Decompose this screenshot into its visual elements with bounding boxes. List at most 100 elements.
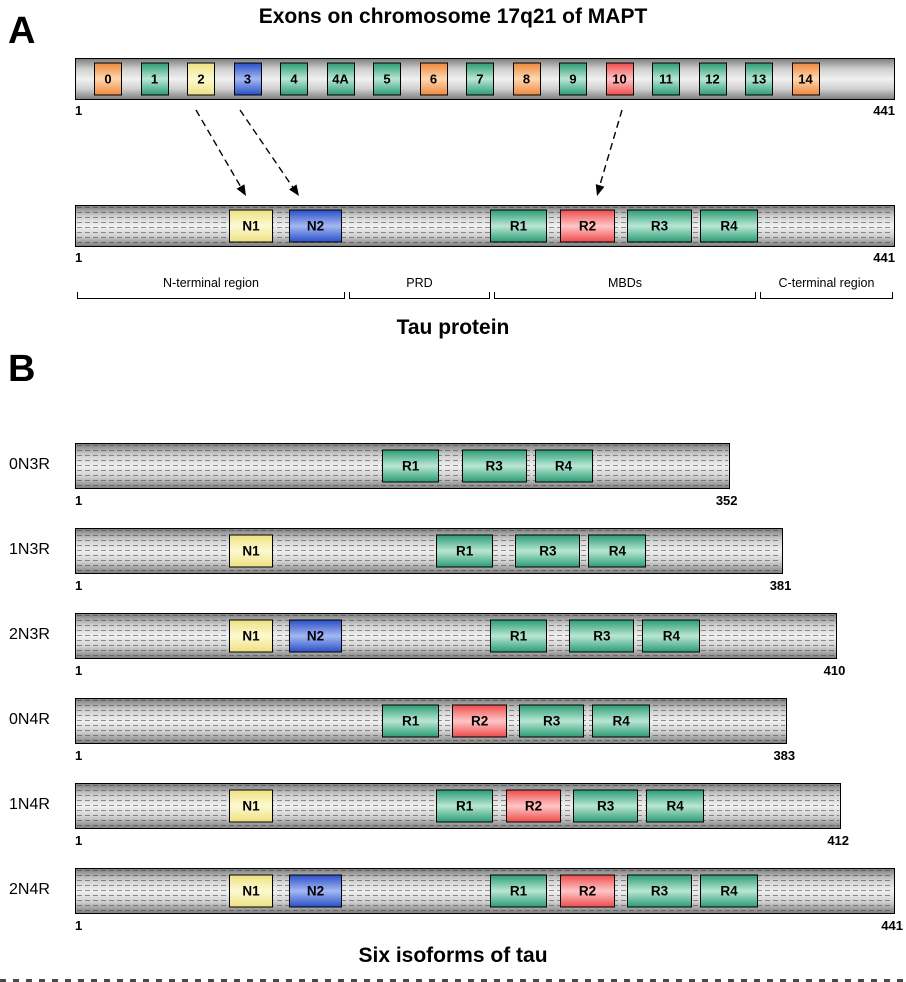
region-prd: PRD <box>348 276 490 299</box>
arrow-exon3-to-n2 <box>239 109 299 196</box>
exon-scale-end: 441 <box>873 103 895 118</box>
region-mbds: MBDs <box>493 276 756 299</box>
isoform-scale-start: 1 <box>75 663 83 678</box>
protein-scale-end: 441 <box>873 250 895 265</box>
isoform-2n3r: 2N3R N1 N2 R1 R3 R4 1 410 <box>0 613 906 687</box>
exon-1: 1 <box>140 62 169 96</box>
arrow-exon2-to-n1 <box>195 109 246 196</box>
domain-r1: R1 <box>490 619 547 653</box>
exon-9: 9 <box>559 62 587 96</box>
region-n-terminal-region: N-terminal region <box>77 276 345 299</box>
panel-b-label: B <box>8 348 36 390</box>
domain-n1: N1 <box>229 874 273 908</box>
isoform-1n4r: 1N4R N1 R1 R2 R3 R4 1 412 <box>0 783 906 857</box>
tau-protein-bar: N1 N2 R1 R2 R3 R4 <box>75 205 895 247</box>
exon-14: 14 <box>791 62 820 96</box>
domain-r4: R4 <box>588 534 647 568</box>
isoform-scale-start: 1 <box>75 833 83 848</box>
isoform-2n4r: 2N4R N1 N2 R1 R2 R3 R4 1 441 <box>0 868 906 942</box>
domain-r3: R3 <box>627 874 692 908</box>
exon-8: 8 <box>512 62 541 96</box>
exon-4: 4 <box>280 62 308 96</box>
exon-scale-start: 1 <box>75 103 83 118</box>
isoform-bar: R1 R3 R4 <box>75 443 730 489</box>
protein-scale-start: 1 <box>75 250 83 265</box>
exon-5: 5 <box>373 62 401 96</box>
exon-4a: 4A <box>326 62 355 96</box>
domain-r4: R4 <box>646 789 705 823</box>
bottom-dashed-border <box>0 979 906 982</box>
isoform-name: 2N3R <box>9 626 50 643</box>
isoform-bar: N1 N2 R1 R2 R3 R4 <box>75 868 895 914</box>
isoform-bar: R1 R2 R3 R4 <box>75 698 788 744</box>
exon-2: 2 <box>187 62 215 96</box>
isoform-length: 383 <box>773 748 796 763</box>
isoform-length: 441 <box>881 918 903 933</box>
domain-r4: R4 <box>700 874 758 908</box>
exon-6: 6 <box>419 62 448 96</box>
tau-protein-caption: Tau protein <box>396 316 510 339</box>
region-label: MBDs <box>607 276 642 290</box>
domain-n2: N2 <box>289 874 342 908</box>
isoform-scale-start: 1 <box>75 578 83 593</box>
isoform-scale-start: 1 <box>75 493 83 508</box>
domain-r1: R1 <box>382 704 440 738</box>
isoform-0n4r: 0N4R R1 R2 R3 R4 1 383 <box>0 698 906 772</box>
exon-7: 7 <box>466 62 494 96</box>
region-label: PRD <box>406 276 433 290</box>
domain-r4: R4 <box>592 704 651 738</box>
region-c-terminal-region: C-terminal region <box>759 276 893 299</box>
isoform-length: 352 <box>715 493 738 508</box>
exon-11: 11 <box>652 62 680 96</box>
domain-n1: N1 <box>229 534 273 568</box>
region-label: C-terminal region <box>778 276 875 290</box>
domain-r3: R3 <box>627 209 692 243</box>
figure-title: Exons on chromosome 17q21 of MAPT <box>258 5 648 28</box>
region-label: N-terminal region <box>163 276 259 290</box>
isoform-1n3r: 1N3R N1 R1 R3 R4 1 381 <box>0 528 906 602</box>
exon-13: 13 <box>745 62 773 96</box>
domain-n2: N2 <box>289 619 342 653</box>
exon-10: 10 <box>605 62 634 96</box>
domain-r1: R1 <box>490 874 547 908</box>
domain-r2: R2 <box>560 874 615 908</box>
isoform-name: 0N4R <box>9 711 50 728</box>
domain-r2: R2 <box>452 704 508 738</box>
region-bracket <box>348 292 490 299</box>
exon-3: 3 <box>233 62 262 96</box>
isoform-name: 1N3R <box>9 541 50 558</box>
isoform-scale-start: 1 <box>75 748 83 763</box>
isoform-bar: N1 R1 R2 R3 R4 <box>75 783 841 829</box>
domain-n1: N1 <box>229 209 273 243</box>
isoform-name: 2N4R <box>9 881 50 898</box>
isoform-name: 1N4R <box>9 796 50 813</box>
isoform-bar: N1 N2 R1 R3 R4 <box>75 613 838 659</box>
domain-r1: R1 <box>382 449 440 483</box>
domain-r2: R2 <box>506 789 561 823</box>
exon-bar: 0 1 2 3 4 4A 5 6 7 8 9 10 11 12 13 14 <box>75 58 895 100</box>
domain-r4: R4 <box>534 449 593 483</box>
domain-r3: R3 <box>569 619 635 653</box>
isoform-length: 412 <box>827 833 850 848</box>
panel-a-label: A <box>8 10 36 52</box>
domain-r1: R1 <box>436 534 494 568</box>
domain-r3: R3 <box>519 704 585 738</box>
domain-n1: N1 <box>229 789 273 823</box>
isoform-0n3r: 0N3R R1 R3 R4 1 352 <box>0 443 906 517</box>
domain-r4: R4 <box>642 619 701 653</box>
isoform-bar: N1 R1 R3 R4 <box>75 528 784 574</box>
domain-r2: R2 <box>560 209 615 243</box>
domain-r3: R3 <box>515 534 581 568</box>
region-bracket <box>759 292 893 299</box>
domain-n1: N1 <box>229 619 273 653</box>
arrow-exon10-to-r2 <box>595 109 623 196</box>
isoforms-caption: Six isoforms of tau <box>358 944 548 967</box>
domain-r1: R1 <box>436 789 494 823</box>
domain-r4: R4 <box>700 209 758 243</box>
domain-n2: N2 <box>289 209 342 243</box>
domain-r3: R3 <box>573 789 639 823</box>
domain-r3: R3 <box>461 449 527 483</box>
exon-0: 0 <box>94 62 122 96</box>
region-bracket <box>77 292 345 299</box>
isoform-length: 410 <box>823 663 846 678</box>
